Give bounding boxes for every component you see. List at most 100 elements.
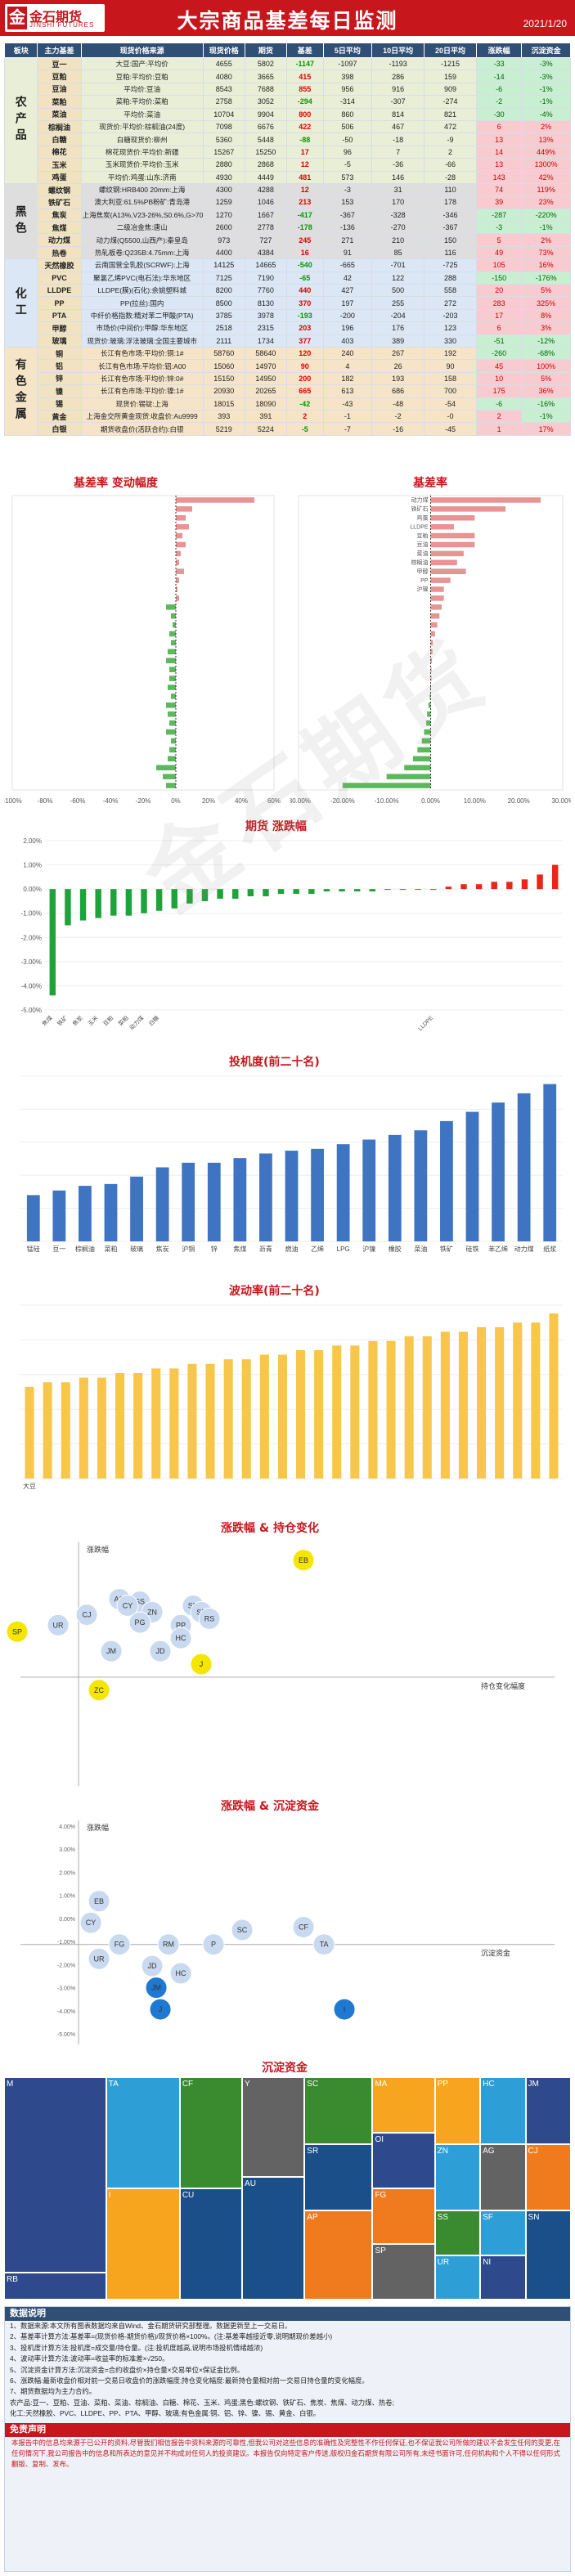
bar [166,657,176,664]
bar [460,884,467,890]
bar [247,889,254,897]
table-cell: 398 [322,70,373,83]
bar [168,648,176,655]
table-cell: 909 [424,82,477,96]
scatter-point [231,1919,254,1941]
table-cell: 18015 [202,397,245,411]
table-row: 焦煤 二级冶金焦:唐山 2600 2778 -178 -136 -270 -367 -3 -1% [4,221,571,235]
scatter-point [100,1640,123,1663]
table-cell: 4 [322,359,373,373]
table-cell: 15060 [202,359,245,373]
spot-source: 长江有色市场:平均价:铜:1# [80,346,204,361]
capital-value: 36% [521,384,571,398]
change-value: 105 [475,258,523,272]
bar [296,1349,306,1479]
basis-value: 120 [285,346,324,361]
table-row: PTA 中纤价格指数:精对苯二甲酸(PTA) 3785 3978 -193 -200 -20… [4,308,571,323]
bar [125,889,133,916]
tick-label: -100% [4,797,22,805]
bar [95,889,101,918]
bar [368,1340,378,1479]
category-label: 铁矿 [440,1245,453,1253]
table-cell: 4080 [202,70,245,83]
change-value: 49 [475,245,523,260]
product-name: 玉米 [37,158,82,172]
table-cell: 3665 [244,70,287,83]
futures-change-title: 期货 涨跌幅 [245,820,307,833]
bar [430,604,442,610]
bar [428,702,431,708]
spot-source: 螺纹钢:HRB400 20mm:上海 [80,182,204,197]
table-cell: 393 [202,409,245,424]
bar [414,1130,428,1241]
capital-value: -68% [521,346,571,361]
product-name: PVC [37,271,82,285]
bar [339,889,345,892]
table-cell: 389 [371,334,425,348]
tick-label: -2.00% [57,1963,75,1968]
bar [168,756,176,762]
capital-value: -1% [521,221,571,235]
spot-source: 上海焦炭(A13%,V23-26%,S0.6%,G>70):上海 [80,208,204,222]
treemap-cell: Y [242,2077,305,2178]
table-cell: 91 [322,245,373,260]
bar [350,1345,360,1479]
bar [65,889,71,926]
table-cell: 31 [371,182,425,197]
table-cell: -725 [424,258,477,272]
tick-label: -10.00% [375,797,399,805]
tick-label: 0.00% [23,886,42,893]
point-label: J [200,1660,204,1668]
basis-value: -193 [285,308,324,323]
bar [171,889,177,909]
scatter-point [169,1627,192,1649]
bar [427,711,431,717]
change-value: -6 [475,397,523,411]
note-line: 化工:天然橡胶、PVC、LLDPE、PP、PTA、甲醇、玻璃;有色金属:铜、铝、… [10,2409,321,2418]
table-cell: 14970 [244,359,287,373]
change-value: 45 [475,359,523,373]
category-label: 玻璃 [130,1245,143,1253]
scatter-point [202,1933,225,1956]
header: 金 金石期货 JINSHI FUTURES 大宗商品基差每日监测 2021/1/… [0,0,575,36]
table-cell: 8130 [244,296,287,310]
table-cell: -136 [322,221,373,235]
product-name: 锡 [37,397,82,411]
category-label: 焦煤 [40,1014,53,1027]
treemap-cell: SS [434,2210,481,2255]
table-cell: 573 [322,170,373,184]
table-cell: 210 [371,233,425,247]
treemap-cell: I [106,2188,180,2300]
bar [49,889,56,996]
product-name: 天然橡胶 [37,258,82,272]
basis-table: 板块 主力基差 现货价格来源 现货价格 期货 基差 5日平均 10日平均 20日平均 涨跌幅 沉淀资… [3,43,571,436]
bar [151,1368,161,1479]
tick-label: 1.00% [23,862,42,869]
point-label: PG [135,1618,146,1627]
point-label: UR [53,1621,64,1629]
bar [52,1190,66,1241]
table-cell: -54 [424,397,477,411]
spot-source: 现货价:玻璃:浮法玻璃:全国主要城市 [80,334,204,348]
change-value: 283 [475,296,523,310]
point-label: CY [123,1601,133,1609]
category-label: LLDPE [418,1015,435,1032]
bar [176,532,182,539]
bar [166,702,176,708]
tick-label: -3.00% [21,958,42,966]
table-cell: -203 [424,308,477,323]
treemap-cell: NI [480,2255,526,2300]
bar [133,1373,143,1479]
bar [176,586,177,592]
table-cell: 1046 [244,195,287,209]
table-cell: 20930 [202,384,245,398]
table-cell: 686 [371,384,425,398]
tick-label: -20.00% [330,797,355,805]
bar [241,1359,251,1479]
point-label: RS [204,1614,215,1622]
bar [169,1368,179,1479]
table-cell: 1734 [244,334,287,348]
table-cell: 4400 [202,245,245,260]
bar [163,774,176,779]
product-name: 菜粕 [37,95,82,109]
